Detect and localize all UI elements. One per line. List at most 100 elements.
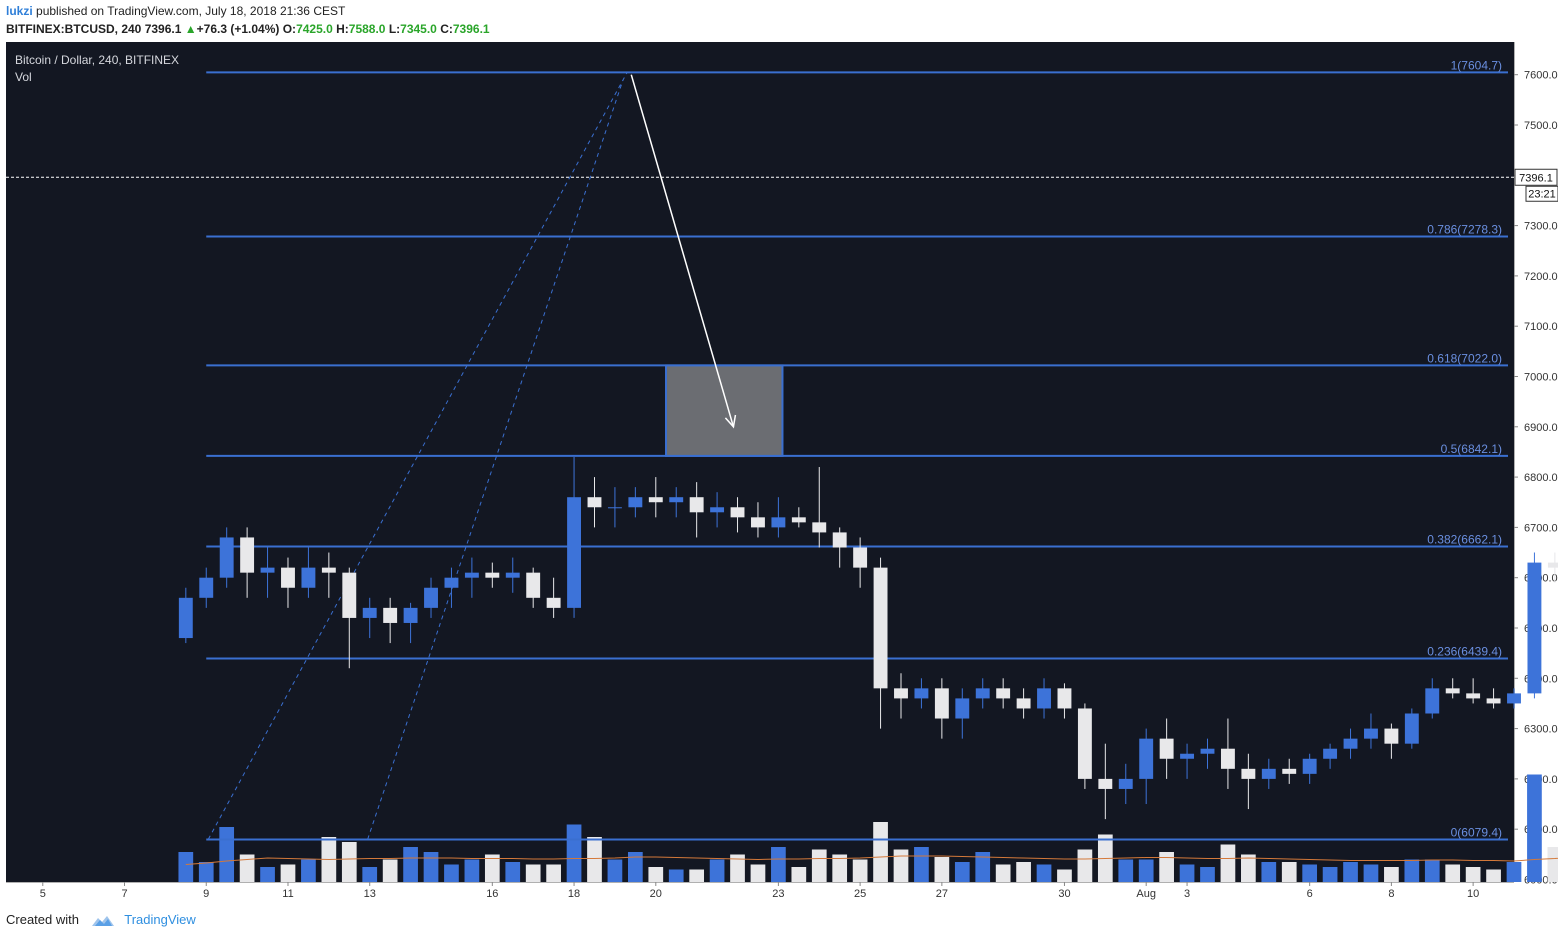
candle-body [178,597,193,639]
volume-bar [791,867,807,882]
y-tick-label: 6300.0 [1524,724,1558,736]
candle-body [362,607,377,618]
candle-body [199,577,214,598]
candle-body [1466,693,1481,699]
volume-bar [771,847,786,882]
volume-bar [1138,859,1154,882]
last-price: 7396.1 [144,22,182,36]
candle-body [1507,693,1521,704]
volume-bar [444,864,459,882]
candle-body [1180,753,1195,759]
volume-bar [873,822,888,882]
publish-line: lukzi published on TradingView.com, July… [6,4,345,18]
volume-bar [1179,864,1195,882]
publish-info: published on TradingView.com, July 18, 2… [36,4,346,18]
volume-bar [239,854,255,882]
x-tick-label: 30 [1058,888,1070,900]
x-tick-label: 16 [486,888,498,900]
ohlc-line: BITFINEX:BTCUSD, 240 7396.1 ▲+76.3 (+1.0… [6,22,490,36]
volume-bar [505,862,521,882]
volume-bar [423,852,439,882]
up-arrow-icon: ▲ [184,22,197,36]
x-tick-label: Aug [1136,888,1156,900]
candle-body [546,597,561,608]
x-tick-label: 3 [1184,888,1190,900]
candle-body [383,607,398,623]
volume-bar [546,864,561,882]
fib-trend-line [367,79,624,840]
candle-body [914,688,929,699]
candle-body [240,537,255,573]
candle-body [669,497,684,503]
fib-trend-line [207,72,628,840]
candle-body [1527,562,1542,694]
close-value: 7396.1 [452,22,490,36]
volume-bar [1241,854,1256,882]
low-label: L: [388,22,401,36]
candle-body [832,532,847,548]
candle-body [975,688,990,699]
volume-bar [1527,774,1542,882]
volume-bar [1220,844,1236,882]
volume-bar [587,837,602,882]
volume-bar [1465,867,1481,882]
candle-body [1364,728,1378,739]
y-tick-label: 7100.0 [1524,321,1558,333]
candle-body [812,522,827,533]
candle-body [464,572,479,578]
chart-title: Bitcoin / Dollar, 240, BITFINEX [15,53,179,67]
volume-bar [648,867,664,882]
candle-body [526,572,541,598]
candle-body [1486,698,1501,704]
y-tick-label: 7000.0 [1524,371,1558,383]
candle-body [1261,768,1276,779]
x-tick-label: 8 [1388,888,1394,900]
candle-body [1384,728,1399,744]
candle-body [301,567,316,588]
y-tick-label: 6900.0 [1524,422,1558,434]
change-label: +76.3 (+1.04%) [196,22,280,36]
candle-body [281,567,295,588]
volume-bar [484,854,500,882]
y-tick-label: 7600.0 [1524,70,1558,82]
chart-area[interactable]: 6000.06100.06200.06300.06400.06500.06600… [6,42,1563,902]
x-tick-label: 11 [282,888,293,900]
x-tick-label: 18 [568,888,580,900]
tradingview-logo-icon[interactable] [91,914,115,928]
created-with-label: Created with [6,912,79,927]
price-axis-background [1514,42,1558,882]
candle-body [628,497,643,508]
low-value: 7345.0 [400,22,437,36]
candle-body [791,517,806,523]
fib-level-label: 0(6079.4) [1451,826,1502,840]
volume-bar [566,824,582,882]
y-tick-label: 6700.0 [1524,522,1558,534]
volume-bar [893,849,909,882]
candle-body [607,507,622,509]
fib-level-label: 0.618(7022.0) [1427,351,1502,365]
candle-body [934,688,949,719]
y-tick-label: 7200.0 [1524,271,1558,283]
volume-bar [1057,869,1072,882]
x-tick-label: 13 [364,888,376,900]
volume-bar [1384,867,1399,882]
candle-body [1282,768,1297,774]
tradingview-brand-link[interactable]: TradingView [124,912,196,927]
candle-body [873,567,888,689]
high-value: 7588.0 [348,22,386,36]
volume-bar [1261,862,1277,882]
volume-bar [914,847,929,882]
fib-level-label: 0.382(6662.1) [1427,532,1502,546]
volume-bar [1363,864,1379,882]
volume-bar [1200,867,1215,882]
volume-bar [1118,859,1134,882]
volume-bar [341,842,357,882]
close-label: C: [440,22,453,36]
volume-bar [995,864,1011,882]
candle-body [1343,738,1358,749]
projection-arrow-head [724,414,737,429]
price-chart[interactable]: 6000.06100.06200.06300.06400.06500.06600… [6,42,1563,902]
candle-body [955,698,970,719]
footer: Created with TradingView [6,912,196,928]
author-link[interactable]: lukzi [6,4,33,18]
